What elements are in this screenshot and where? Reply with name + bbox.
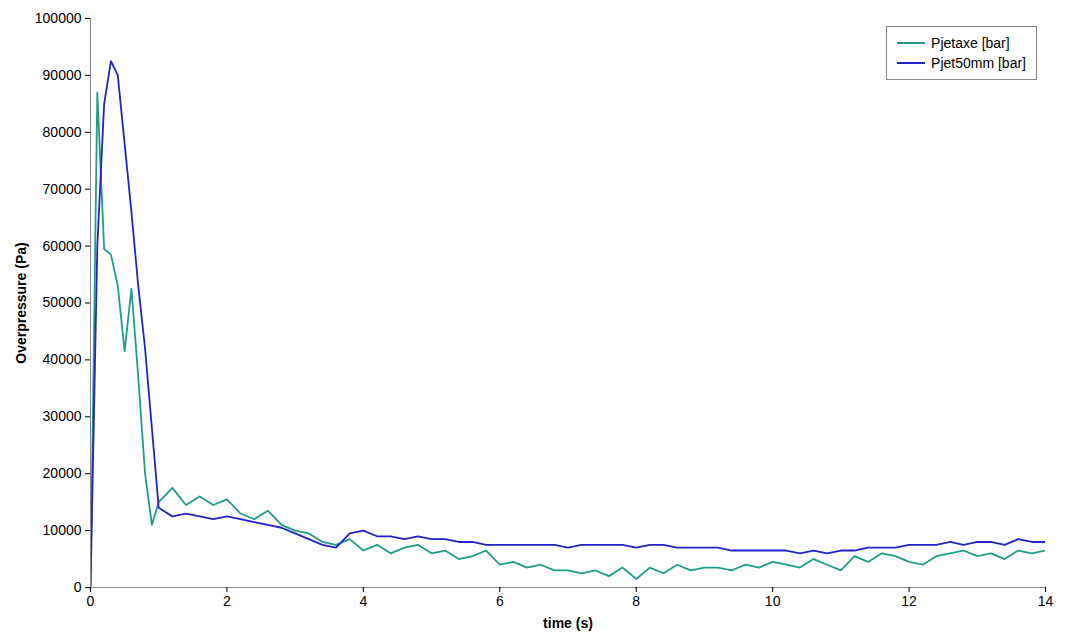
svg-text:14: 14 xyxy=(1038,593,1054,609)
svg-text:6: 6 xyxy=(496,593,504,609)
svg-text:10000: 10000 xyxy=(43,522,82,538)
svg-text:30000: 30000 xyxy=(43,408,82,424)
svg-text:90000: 90000 xyxy=(43,67,82,83)
svg-text:50000: 50000 xyxy=(43,294,82,310)
svg-text:2: 2 xyxy=(223,593,231,609)
svg-text:20000: 20000 xyxy=(43,465,82,481)
svg-text:time (s): time (s) xyxy=(543,615,593,631)
svg-text:70000: 70000 xyxy=(43,181,82,197)
svg-text:0: 0 xyxy=(87,593,95,609)
svg-text:80000: 80000 xyxy=(43,124,82,140)
svg-text:Overpressure (Pa): Overpressure (Pa) xyxy=(13,242,29,363)
svg-text:8: 8 xyxy=(632,593,640,609)
svg-text:4: 4 xyxy=(359,593,367,609)
html-text:Pjetaxe [bar]: Pjetaxe [bar] xyxy=(931,35,1010,51)
svg-text:0: 0 xyxy=(74,579,82,595)
svg-text:12: 12 xyxy=(901,593,917,609)
svg-text:10: 10 xyxy=(765,593,781,609)
html-text:Pjet50mm [bar]: Pjet50mm [bar] xyxy=(931,55,1026,71)
svg-text:60000: 60000 xyxy=(43,238,82,254)
svg-text:100000: 100000 xyxy=(35,10,82,26)
svg-text:40000: 40000 xyxy=(43,351,82,367)
